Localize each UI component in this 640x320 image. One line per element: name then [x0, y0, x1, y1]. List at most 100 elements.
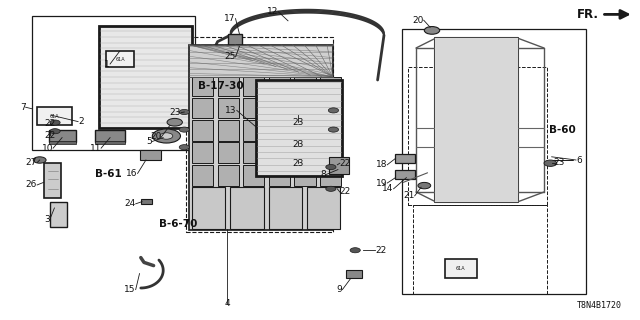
FancyBboxPatch shape: [243, 77, 264, 96]
FancyBboxPatch shape: [141, 199, 152, 204]
Text: B-6-70: B-6-70: [159, 219, 197, 229]
FancyBboxPatch shape: [243, 142, 264, 163]
Text: 23: 23: [554, 158, 565, 167]
Text: 8: 8: [321, 170, 326, 179]
Circle shape: [350, 248, 360, 253]
Text: 23: 23: [292, 118, 303, 127]
Text: 26: 26: [26, 180, 37, 189]
FancyBboxPatch shape: [320, 120, 341, 141]
Circle shape: [418, 182, 431, 189]
FancyBboxPatch shape: [192, 187, 225, 229]
FancyBboxPatch shape: [307, 187, 340, 229]
Circle shape: [328, 108, 339, 113]
Text: 23: 23: [292, 159, 303, 168]
FancyBboxPatch shape: [95, 141, 125, 144]
Text: B-61: B-61: [95, 169, 122, 180]
FancyBboxPatch shape: [329, 157, 349, 174]
FancyBboxPatch shape: [256, 80, 342, 176]
FancyBboxPatch shape: [243, 120, 264, 141]
Text: 22: 22: [340, 159, 351, 168]
Text: 18: 18: [376, 160, 387, 169]
Circle shape: [167, 118, 182, 126]
Text: 61A: 61A: [456, 266, 466, 271]
Text: 17: 17: [224, 14, 236, 23]
FancyArrowPatch shape: [51, 130, 59, 132]
FancyBboxPatch shape: [320, 165, 341, 186]
Text: 2: 2: [78, 117, 84, 126]
FancyBboxPatch shape: [218, 77, 239, 96]
FancyArrowPatch shape: [327, 166, 335, 168]
Text: 16: 16: [126, 169, 138, 178]
Circle shape: [50, 129, 60, 134]
FancyBboxPatch shape: [49, 130, 76, 142]
Text: 4: 4: [225, 300, 230, 308]
FancyBboxPatch shape: [269, 142, 290, 163]
FancyBboxPatch shape: [95, 130, 125, 142]
Text: 9: 9: [337, 285, 342, 294]
Circle shape: [424, 27, 440, 34]
FancyBboxPatch shape: [269, 165, 290, 186]
Text: 20: 20: [412, 16, 424, 25]
FancyBboxPatch shape: [230, 187, 264, 229]
Text: 22: 22: [44, 119, 56, 128]
FancyBboxPatch shape: [189, 45, 333, 230]
FancyBboxPatch shape: [37, 107, 72, 125]
FancyBboxPatch shape: [320, 77, 341, 96]
Circle shape: [160, 133, 173, 139]
FancyBboxPatch shape: [294, 142, 316, 163]
FancyBboxPatch shape: [269, 77, 290, 96]
Text: 10: 10: [42, 144, 53, 153]
Text: 3: 3: [44, 215, 50, 224]
FancyBboxPatch shape: [269, 120, 290, 141]
Circle shape: [179, 127, 189, 132]
Text: 6: 6: [576, 156, 582, 164]
Text: FR.: FR.: [577, 8, 598, 21]
Circle shape: [326, 164, 336, 170]
Text: 23: 23: [170, 108, 181, 117]
FancyBboxPatch shape: [346, 270, 362, 278]
Text: 22: 22: [44, 131, 56, 140]
Text: 13: 13: [225, 106, 237, 115]
FancyBboxPatch shape: [320, 98, 341, 118]
FancyBboxPatch shape: [395, 154, 415, 163]
FancyBboxPatch shape: [320, 142, 341, 163]
FancyBboxPatch shape: [294, 77, 316, 96]
FancyBboxPatch shape: [395, 170, 415, 179]
Text: 61A: 61A: [115, 57, 125, 62]
Text: B-17-30: B-17-30: [198, 81, 244, 92]
FancyBboxPatch shape: [44, 163, 61, 198]
FancyBboxPatch shape: [99, 26, 192, 128]
Circle shape: [50, 120, 60, 125]
FancyBboxPatch shape: [192, 142, 213, 163]
Circle shape: [328, 127, 339, 132]
FancyArrowPatch shape: [51, 121, 59, 124]
FancyBboxPatch shape: [269, 187, 302, 229]
FancyBboxPatch shape: [106, 51, 134, 67]
Text: 27: 27: [26, 158, 37, 167]
Text: 19: 19: [376, 179, 387, 188]
FancyBboxPatch shape: [445, 259, 477, 278]
Text: 22: 22: [340, 188, 351, 196]
Text: 12: 12: [267, 7, 278, 16]
FancyBboxPatch shape: [49, 141, 76, 144]
FancyBboxPatch shape: [243, 165, 264, 186]
Circle shape: [152, 129, 180, 143]
FancyBboxPatch shape: [269, 98, 290, 118]
Text: 61A: 61A: [49, 114, 60, 119]
Text: 11: 11: [90, 144, 101, 153]
Text: 24: 24: [124, 199, 136, 208]
FancyBboxPatch shape: [192, 165, 213, 186]
Text: 7: 7: [20, 103, 26, 112]
Circle shape: [544, 160, 557, 166]
FancyBboxPatch shape: [50, 202, 67, 227]
FancyBboxPatch shape: [294, 165, 316, 186]
Text: 22: 22: [375, 246, 387, 255]
Circle shape: [326, 186, 336, 191]
Text: 25: 25: [224, 52, 236, 61]
Text: 5: 5: [147, 137, 152, 146]
FancyArrowPatch shape: [351, 249, 359, 252]
FancyBboxPatch shape: [192, 77, 213, 96]
FancyBboxPatch shape: [218, 165, 239, 186]
Text: B-60: B-60: [549, 124, 576, 135]
Circle shape: [33, 157, 46, 163]
